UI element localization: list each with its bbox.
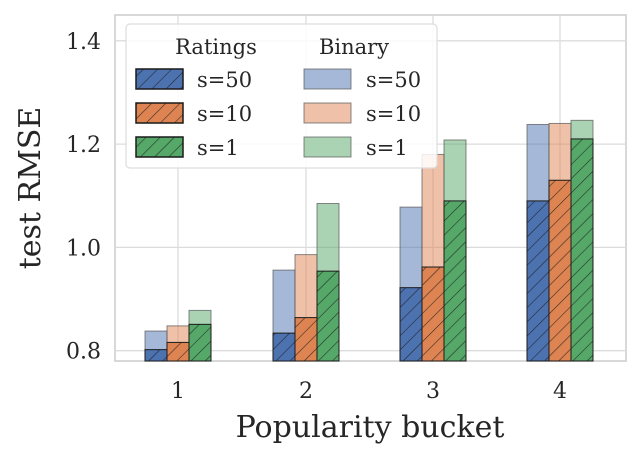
legend-label-binary: s=10 [366,102,421,126]
x-tick-label: 1 [171,379,185,404]
bar-ratings-s10-bucket-1-hatch [167,342,189,361]
legend-title-ratings: Ratings [175,35,257,59]
x-tick-label: 4 [553,379,567,404]
bar-ratings-s1-bucket-1-hatch [189,324,211,361]
legend-label-ratings: s=1 [197,136,239,160]
y-tick-label: 1.0 [66,236,101,261]
legend-frame [125,23,438,169]
bar-ratings-s1-bucket-2-hatch [317,271,339,361]
legend-swatch-hatch [136,103,183,123]
bar-ratings-s10-bucket-3-hatch [422,267,444,361]
bar-ratings-s10-bucket-4-hatch [549,180,571,361]
ratings-bars [144,138,594,362]
legend-title-binary: Binary [319,35,389,59]
legend-swatch-binary-s10 [303,102,352,124]
bar-ratings-s50-bucket-4-hatch [527,200,549,361]
bar-ratings-s50-bucket-1-hatch [145,349,167,361]
y-tick-label: 1.4 [66,30,101,55]
legend: Ratings Binary s=50 s=10 s=1 s=50 s=10 s=1 [125,23,438,169]
x-tick-label: 2 [299,379,313,404]
bar-ratings-s50-bucket-2-hatch [273,333,295,361]
y-tick-labels: 0.8 1.0 1.2 1.4 [66,30,101,365]
bar-ratings-s1-bucket-3-hatch [444,200,466,361]
legend-label-binary: s=1 [366,136,408,160]
bar-ratings-s50-bucket-3-hatch [400,287,422,361]
y-axis-label: test RMSE [13,107,48,270]
x-axis-label: Popularity bucket [236,410,505,445]
legend-label-ratings: s=50 [197,68,252,92]
legend-swatch-binary-s1 [303,136,352,158]
legend-label-ratings: s=10 [197,102,252,126]
bar-ratings-s10-bucket-2-hatch [295,317,317,361]
y-tick-label: 1.2 [66,133,101,158]
x-tick-labels: 1 2 3 4 [171,379,567,404]
x-tick-label: 3 [426,379,440,404]
legend-swatch-binary-s50 [303,68,352,90]
legend-swatch-hatch [136,137,183,157]
legend-swatch-hatch [136,69,183,89]
y-tick-label: 0.8 [66,340,101,365]
legend-label-binary: s=50 [366,68,421,92]
bar-ratings-s1-bucket-4-hatch [571,138,593,361]
